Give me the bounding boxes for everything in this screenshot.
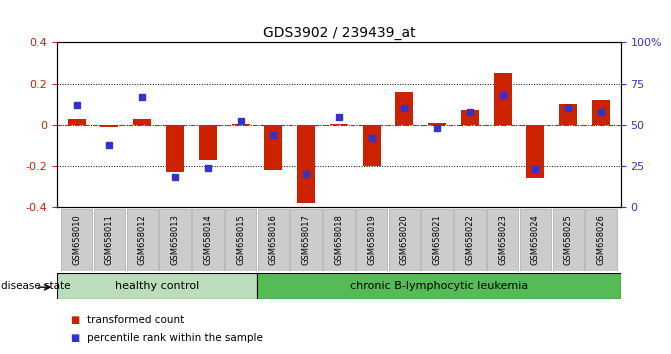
Text: GSM658018: GSM658018 (334, 214, 344, 265)
Bar (291, 209, 322, 271)
Text: GSM658025: GSM658025 (564, 214, 573, 264)
Bar (257, 273, 621, 299)
Bar (297, 125, 315, 203)
Text: GSM658019: GSM658019 (367, 214, 376, 264)
Bar (61, 209, 93, 271)
Text: GSM658021: GSM658021 (433, 214, 442, 264)
Bar (159, 209, 191, 271)
Bar (330, 124, 348, 125)
Bar (585, 209, 617, 271)
Bar (592, 100, 610, 125)
Bar (395, 92, 413, 125)
Bar (559, 104, 577, 125)
Bar (225, 209, 256, 271)
Bar (231, 124, 250, 125)
Bar (199, 125, 217, 160)
Text: ■: ■ (70, 315, 80, 325)
Bar (520, 209, 551, 271)
Bar (356, 209, 387, 271)
Bar (421, 209, 453, 271)
Text: GSM658023: GSM658023 (498, 214, 507, 265)
Text: healthy control: healthy control (115, 281, 199, 291)
Bar (192, 209, 223, 271)
Text: GSM658022: GSM658022 (466, 214, 474, 264)
Text: disease state: disease state (1, 281, 70, 291)
Text: GSM658020: GSM658020 (400, 214, 409, 264)
Text: percentile rank within the sample: percentile rank within the sample (87, 333, 263, 343)
Text: ■: ■ (70, 333, 80, 343)
Text: GSM658026: GSM658026 (597, 214, 605, 265)
Bar (264, 125, 282, 170)
Bar (527, 125, 544, 178)
Bar (487, 209, 519, 271)
Text: GSM658012: GSM658012 (138, 214, 147, 264)
Bar (323, 209, 354, 271)
Text: GSM658013: GSM658013 (170, 214, 180, 265)
Bar (428, 123, 446, 125)
Bar (494, 73, 512, 125)
Text: GSM658016: GSM658016 (269, 214, 278, 265)
Bar (127, 209, 158, 271)
Text: GSM658010: GSM658010 (72, 214, 81, 264)
Text: GSM658024: GSM658024 (531, 214, 540, 264)
Text: chronic B-lymphocytic leukemia: chronic B-lymphocytic leukemia (350, 281, 528, 291)
Bar (94, 209, 125, 271)
Bar (134, 119, 151, 125)
Bar (461, 110, 479, 125)
Bar (57, 273, 257, 299)
Bar (166, 125, 184, 172)
Bar (389, 209, 420, 271)
Text: GSM658011: GSM658011 (105, 214, 114, 264)
Text: GSM658015: GSM658015 (236, 214, 245, 264)
Text: GSM658017: GSM658017 (301, 214, 311, 265)
Text: transformed count: transformed count (87, 315, 185, 325)
Text: GSM658014: GSM658014 (203, 214, 212, 264)
Bar (68, 119, 86, 125)
Bar (101, 125, 119, 127)
Bar (362, 125, 380, 166)
Title: GDS3902 / 239439_at: GDS3902 / 239439_at (262, 26, 415, 40)
Bar (552, 209, 584, 271)
Bar (258, 209, 289, 271)
Bar (454, 209, 486, 271)
